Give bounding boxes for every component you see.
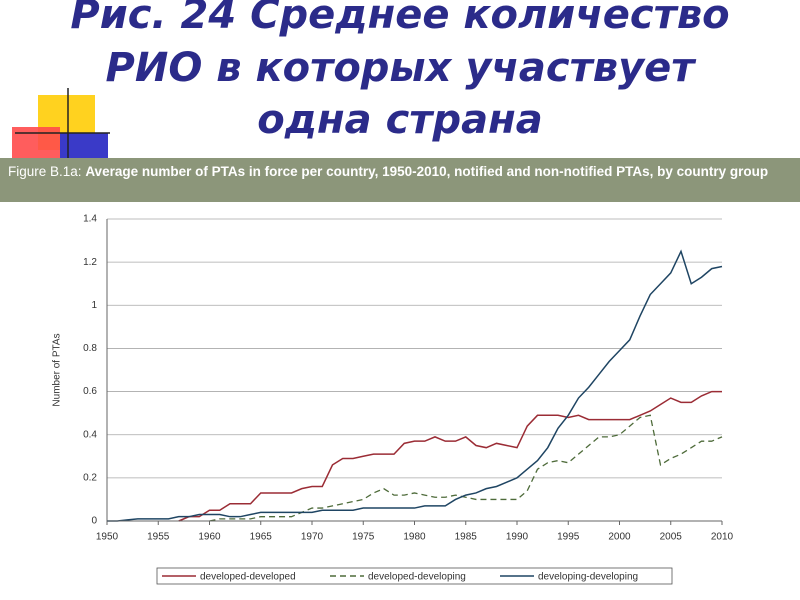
caption-text: Average number of PTAs in force per coun…	[85, 164, 769, 179]
x-tick-label: 1995	[557, 532, 580, 543]
y-axis-label: Number of PTAs	[52, 333, 63, 406]
decor-square	[12, 127, 60, 158]
x-tick-label: 2005	[660, 532, 683, 543]
legend-label: developing-developing	[538, 572, 638, 583]
slide-title: РИО в которых участвует	[105, 45, 695, 91]
slide-title: Рис. 24 Среднее количество	[70, 0, 730, 38]
x-tick-label: 1960	[198, 532, 221, 543]
y-tick-label: 1	[91, 300, 97, 311]
x-tick-label: 1950	[96, 532, 119, 543]
y-tick-label: 1.2	[83, 257, 97, 268]
legend-label: developed-developed	[200, 572, 296, 583]
x-tick-label: 1980	[403, 532, 426, 543]
x-tick-label: 2010	[711, 532, 734, 543]
y-tick-label: 0.6	[83, 386, 97, 397]
y-tick-label: 0.8	[83, 343, 97, 354]
x-tick-label: 1970	[301, 532, 324, 543]
legend-label: developed-developing	[368, 572, 466, 583]
series-line	[107, 249, 723, 522]
y-tick-label: 0	[91, 516, 97, 527]
x-tick-label: 1985	[455, 532, 478, 543]
y-tick-label: 0.2	[83, 472, 97, 483]
x-tick-label: 1975	[352, 532, 375, 543]
slide-title: одна страна	[257, 97, 543, 143]
figure-label: Figure B.1a:	[8, 164, 82, 179]
figure-caption: Figure B.1a: Average number of PTAs in f…	[0, 158, 800, 202]
x-tick-label: 2000	[608, 532, 631, 543]
legend-box	[156, 567, 673, 585]
series-line	[209, 414, 723, 522]
x-tick-label: 1990	[506, 532, 529, 543]
y-tick-label: 0.4	[83, 429, 97, 440]
series-line	[178, 390, 722, 522]
x-tick-label: 1965	[250, 532, 273, 543]
y-tick-label: 1.4	[83, 214, 97, 225]
x-tick-label: 1955	[147, 532, 170, 543]
